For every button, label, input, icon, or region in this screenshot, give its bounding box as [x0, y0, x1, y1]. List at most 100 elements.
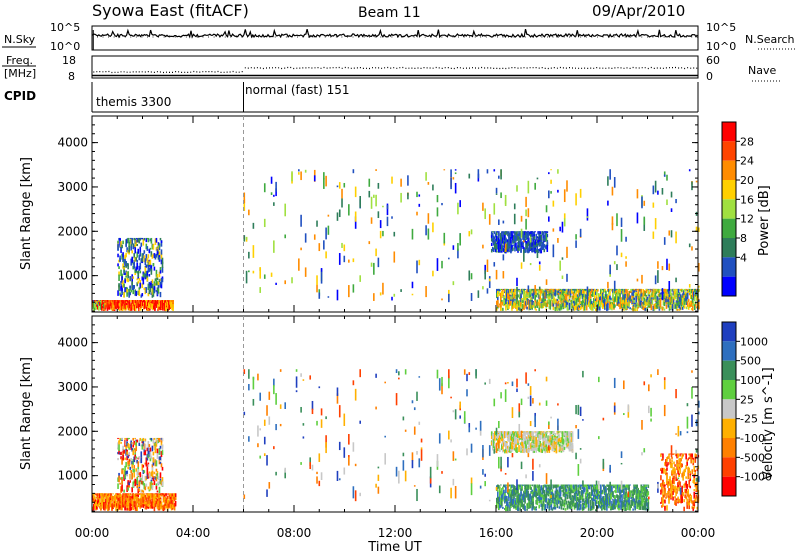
cell-3	[519, 232, 521, 239]
cell-3	[546, 245, 549, 252]
cell-4	[584, 289, 587, 292]
cell-5	[432, 184, 434, 191]
cell-4	[665, 288, 668, 293]
cell-2	[532, 431, 534, 437]
cell-1	[120, 300, 123, 302]
cell-4	[553, 298, 556, 305]
cell-2	[154, 283, 157, 286]
cell-4	[608, 288, 610, 293]
cell-4	[689, 296, 692, 300]
cell-4	[694, 288, 697, 290]
cell-4	[505, 293, 507, 298]
cell-4	[606, 304, 608, 312]
cell-2	[555, 442, 558, 448]
cell-2	[524, 441, 526, 445]
cell-2	[569, 431, 572, 435]
cell-4	[541, 290, 544, 296]
cell-0	[127, 498, 129, 504]
cell-2	[139, 262, 142, 270]
cell-1	[160, 437, 163, 440]
cell-2	[506, 431, 508, 433]
cell-0	[116, 494, 118, 497]
cell-1	[171, 300, 173, 302]
cell-4	[511, 289, 513, 293]
cell-0	[129, 508, 131, 511]
cell-4	[558, 288, 561, 290]
cell-2	[507, 431, 509, 433]
cell-2	[548, 439, 551, 443]
cell-4	[508, 293, 510, 300]
cell-1	[154, 445, 157, 450]
cell-4	[541, 288, 544, 293]
cell-0	[172, 495, 175, 500]
cell-2	[559, 446, 562, 451]
cell-4	[660, 288, 663, 291]
cell-1	[126, 485, 128, 492]
cell-3	[525, 237, 527, 241]
cell-2	[526, 436, 528, 440]
cell-4	[621, 288, 623, 293]
cell-3	[535, 249, 537, 253]
cell-3	[532, 246, 534, 252]
cell-4	[550, 290, 553, 297]
cell-3	[517, 236, 519, 241]
cell-2	[122, 252, 124, 258]
cell-5	[318, 289, 321, 296]
cell-0	[102, 493, 104, 497]
cell-5	[538, 286, 541, 290]
cell-0	[138, 502, 141, 505]
cell-3	[496, 246, 498, 250]
cell-4	[594, 308, 597, 311]
cell-1	[108, 300, 111, 302]
cell-5	[379, 230, 382, 239]
cell-5	[441, 202, 443, 206]
cell-2	[130, 258, 132, 266]
cell-2	[546, 446, 549, 453]
cell-1	[125, 300, 128, 303]
cell-1	[109, 300, 112, 305]
cell-0	[97, 301, 99, 305]
cell-5	[477, 169, 480, 179]
cell-4	[578, 292, 581, 297]
cell-3	[529, 231, 531, 235]
cell-4	[586, 297, 589, 305]
cell-1	[120, 456, 122, 460]
cell-3	[520, 238, 522, 246]
cell-4	[496, 288, 498, 293]
cell-0	[94, 496, 96, 501]
cell-4	[565, 290, 568, 293]
cell-3	[499, 493, 501, 497]
cell-0	[102, 300, 104, 305]
cell-1	[138, 472, 141, 475]
cell-2	[563, 446, 566, 450]
cell-1	[129, 300, 132, 302]
cell-4	[510, 296, 512, 300]
cell-3	[499, 503, 501, 509]
cell-0	[141, 499, 144, 503]
cell-4	[591, 304, 594, 311]
cell-4	[615, 288, 617, 291]
cell-1	[141, 479, 144, 485]
cell-1	[121, 471, 123, 475]
cell-4	[591, 303, 594, 306]
cell-2	[147, 254, 150, 259]
cell-2	[155, 279, 158, 286]
cell-1	[155, 440, 158, 447]
cell-5	[341, 198, 343, 208]
cell-0	[125, 498, 127, 501]
cell-2	[554, 444, 557, 449]
cell-5	[545, 279, 548, 285]
cell-1	[124, 439, 126, 447]
cell-0	[145, 502, 148, 505]
cell-1	[146, 306, 148, 310]
cell-4	[660, 294, 663, 298]
cell-2	[149, 282, 152, 287]
cell-4	[571, 288, 574, 291]
cell-5	[550, 179, 552, 184]
cell-4	[662, 306, 665, 309]
cell-4	[595, 293, 598, 299]
cell-1	[108, 300, 111, 306]
cell-2	[147, 265, 150, 273]
cell-4	[604, 305, 606, 310]
cell-3	[524, 238, 526, 242]
